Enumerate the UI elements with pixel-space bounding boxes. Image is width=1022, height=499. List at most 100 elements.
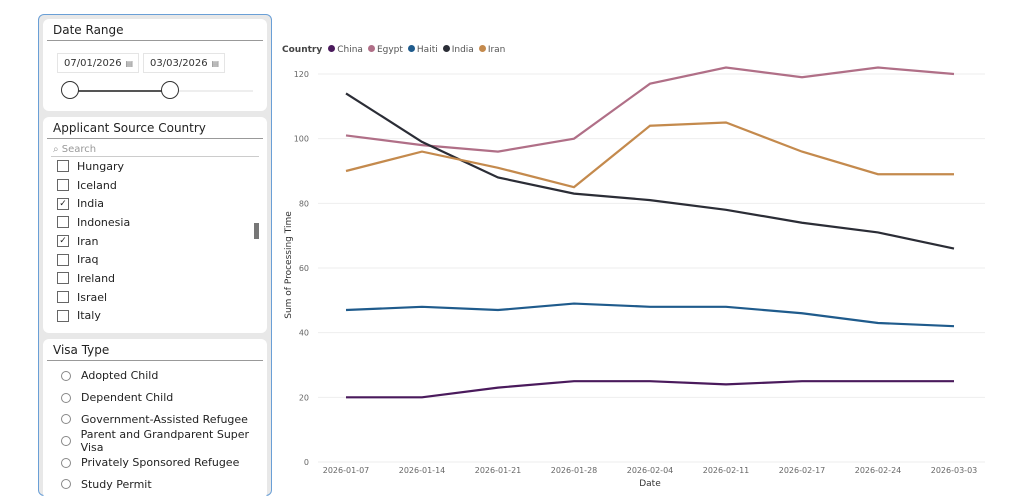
- visa-type-label: Adopted Child: [81, 369, 159, 383]
- search-input[interactable]: ⌕ Search: [51, 143, 259, 157]
- visa-type-option[interactable]: Privately Sponsored Refugee: [43, 452, 267, 474]
- radio-button[interactable]: [61, 414, 71, 425]
- radio-button[interactable]: [61, 479, 71, 490]
- series-line-haiti[interactable]: [345, 302, 955, 328]
- legend-marker: [328, 45, 336, 52]
- country-label: Iceland: [77, 178, 117, 192]
- y-tick-label: 80: [299, 199, 309, 208]
- country-label: Ireland: [77, 271, 116, 285]
- radio-button[interactable]: [61, 392, 71, 403]
- checkbox[interactable]: [57, 272, 69, 285]
- end-date-input[interactable]: 03/03/2026 ▤: [143, 53, 225, 73]
- scrollbar-thumb[interactable]: [254, 223, 259, 239]
- radio-button[interactable]: [61, 457, 71, 468]
- chart-legend: Country China Egypt Haiti India Iran: [282, 45, 505, 55]
- visa-type-label: Government-Assisted Refugee: [81, 412, 248, 426]
- x-tick-label: 2026-02-04: [627, 466, 674, 475]
- visa-type-option[interactable]: Study Permit: [43, 473, 267, 495]
- legend-label: Haiti: [416, 45, 438, 55]
- search-placeholder: Search: [61, 144, 97, 155]
- legend-label: India: [451, 45, 474, 55]
- country-slicer: Applicant Source Country ⌕ Search Hungar…: [43, 117, 267, 333]
- checkbox[interactable]: [57, 160, 69, 173]
- checkbox[interactable]: [57, 216, 69, 229]
- x-axis-title: Date: [639, 479, 661, 489]
- series-line-egypt[interactable]: [345, 66, 955, 153]
- legend-item[interactable]: Iran: [478, 45, 506, 55]
- country-item[interactable]: Iraq: [43, 250, 267, 269]
- legend-label: Egypt: [376, 45, 403, 55]
- checkbox[interactable]: [57, 291, 69, 304]
- legend-marker: [442, 45, 450, 52]
- x-tick-label: 2026-02-11: [703, 466, 750, 475]
- country-label: Iraq: [77, 253, 99, 267]
- y-tick-label: 120: [294, 70, 309, 79]
- visa-type-label: Parent and Grandparent Super Visa: [80, 427, 250, 454]
- y-tick-label: 60: [299, 264, 309, 273]
- x-tick-label: 2026-01-21: [475, 466, 522, 475]
- legend-item[interactable]: Haiti: [407, 45, 438, 55]
- country-item[interactable]: Iceland: [43, 176, 267, 195]
- visa-type-option[interactable]: Dependent Child: [43, 387, 267, 409]
- legend-item[interactable]: Egypt: [367, 45, 403, 55]
- date-range-title: Date Range: [47, 19, 263, 41]
- calendar-icon[interactable]: ▤: [125, 59, 133, 68]
- legend-item[interactable]: China: [328, 45, 363, 55]
- slider-range: [73, 90, 173, 92]
- checkbox[interactable]: ✓: [57, 235, 69, 248]
- series-line-india[interactable]: [345, 92, 955, 250]
- checkbox[interactable]: [57, 309, 69, 322]
- start-date-input[interactable]: 07/01/2026 ▤: [57, 53, 139, 73]
- filter-panel: Date Range 07/01/2026 ▤ 03/03/2026 ▤ Appli…: [38, 14, 272, 499]
- country-label: Indonesia: [77, 215, 131, 229]
- x-tick-label: 2026-02-17: [779, 466, 826, 475]
- y-tick-label: 40: [299, 329, 309, 338]
- country-item[interactable]: Israel: [43, 288, 267, 307]
- checkbox[interactable]: ✓: [57, 197, 69, 210]
- y-tick-label: 0: [304, 458, 309, 467]
- x-tick-label: 2026-01-07: [323, 466, 370, 475]
- search-icon: ⌕: [53, 144, 62, 155]
- date-range-slicer: Date Range 07/01/2026 ▤ 03/03/2026 ▤: [43, 19, 267, 111]
- country-item[interactable]: ✓ India: [43, 194, 267, 213]
- country-label: Italy: [77, 309, 101, 323]
- visa-type-label: Privately Sponsored Refugee: [81, 456, 240, 470]
- visa-type-option[interactable]: Adopted Child: [43, 365, 267, 387]
- legend-marker: [407, 45, 415, 52]
- country-label: Iran: [77, 234, 99, 248]
- series-line-china[interactable]: [346, 380, 954, 399]
- legend-label: Iran: [487, 45, 506, 55]
- radio-button[interactable]: [61, 435, 71, 446]
- visa-type-title: Visa Type: [47, 339, 263, 361]
- legend-label: China: [337, 45, 363, 55]
- legend-marker: [367, 45, 375, 52]
- y-tick-label: 100: [294, 135, 309, 144]
- radio-button[interactable]: [61, 370, 71, 381]
- country-item[interactable]: Ireland: [43, 269, 267, 288]
- visa-type-slicer: Visa Type Adopted Child Dependent Child Go…: [43, 339, 267, 499]
- y-axis-title: Sum of Processing Time: [284, 211, 294, 319]
- country-item[interactable]: Indonesia: [43, 213, 267, 232]
- legend-title: Country: [282, 45, 323, 55]
- country-item[interactable]: ✓ Iran: [43, 232, 267, 251]
- country-label: India: [77, 197, 104, 211]
- checkbox[interactable]: [57, 253, 69, 266]
- visa-type-option[interactable]: Parent and Grandparent Super Visa: [43, 427, 267, 454]
- visa-type-option[interactable]: Government-Assisted Refugee: [43, 408, 267, 430]
- legend-marker: [478, 45, 486, 52]
- country-title: Applicant Source Country: [47, 117, 263, 139]
- slider-start-handle[interactable]: [61, 81, 79, 99]
- country-item[interactable]: Hungary: [43, 157, 267, 176]
- legend-item[interactable]: India: [442, 45, 474, 55]
- visa-type-label: Study Permit: [81, 477, 152, 491]
- calendar-icon[interactable]: ▤: [211, 59, 219, 68]
- x-tick-label: 2026-01-28: [551, 466, 598, 475]
- checkbox[interactable]: [57, 179, 69, 192]
- y-tick-label: 20: [299, 393, 309, 402]
- start-date-value: 07/01/2026: [64, 58, 122, 69]
- visa-type-label: Dependent Child: [81, 391, 174, 405]
- x-tick-label: 2026-02-24: [855, 466, 902, 475]
- series-line-iran[interactable]: [345, 121, 954, 189]
- slider-end-handle[interactable]: [161, 81, 179, 99]
- country-item[interactable]: Italy: [43, 307, 267, 326]
